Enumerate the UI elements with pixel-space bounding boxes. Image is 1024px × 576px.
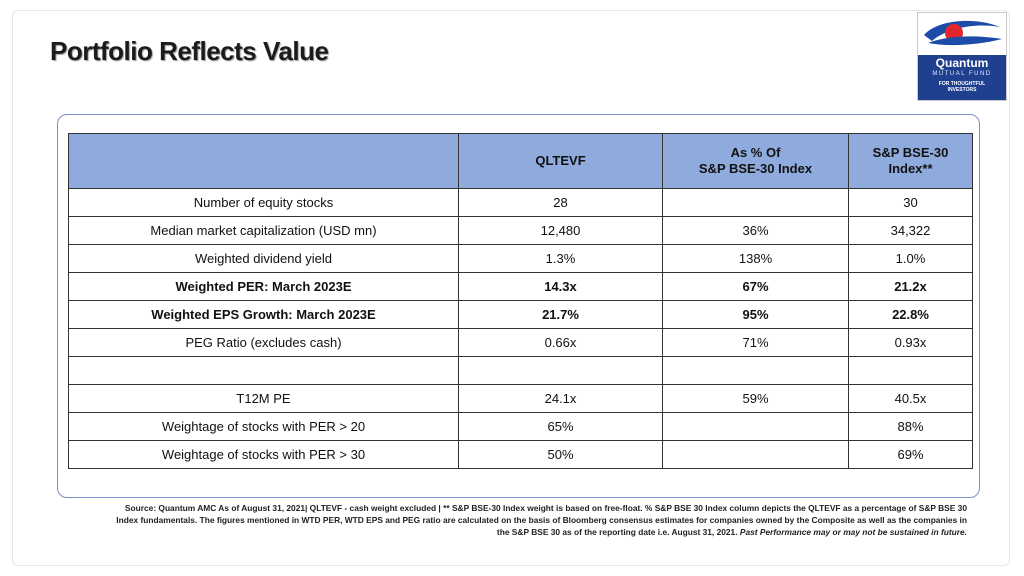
cell-qltevf: 0.66x [458,328,663,357]
table-row: PEG Ratio (excludes cash) 0.66x 71% 0.93x [68,328,973,357]
table-row: T12M PE 24.1x 59% 40.5x [68,384,973,413]
quantum-logo: Quantum MUTUAL FUND FOR THOUGHTFUL INVES… [917,12,1007,101]
cell-qltevf: 50% [458,440,663,469]
cell-index: 1.0% [848,244,973,273]
cell-pct-index: 36% [662,216,849,245]
cell-qltevf: 1.3% [458,244,663,273]
cell-index: 88% [848,412,973,441]
table-row: Median market capitalization (USD mn) 12,… [68,216,973,245]
cell-pct-index: 67% [662,272,849,301]
cell-index [848,356,973,385]
cell-qltevf: 12,480 [458,216,663,245]
header-qltevf: QLTEVF [458,133,663,189]
logo-tagline-line2: INVESTORS [947,87,977,93]
row-label: Number of equity stocks [68,188,459,217]
table-row: Weighted EPS Growth: March 2023E 21.7% 95%… [68,300,973,329]
logo-swoosh-icon [924,20,1002,46]
cell-qltevf: 28 [458,188,663,217]
cell-index: 21.2x [848,272,973,301]
cell-index: 30 [848,188,973,217]
logo-subtitle: MUTUAL FUND [932,71,992,77]
table-row: Number of equity stocks 28 30 [68,188,973,217]
cell-index: 34,322 [848,216,973,245]
cell-pct-index: 95% [662,300,849,329]
cell-index: 40.5x [848,384,973,413]
footnote-text: Source: Quantum AMC As of August 31, 202… [116,503,967,537]
table-row [68,356,973,385]
cell-index: 69% [848,440,973,469]
cell-qltevf: 24.1x [458,384,663,413]
portfolio-table: QLTEVF As % Of S&P BSE-30 Index S&P BSE-… [68,133,973,469]
slide-title: Portfolio Reflects Value [50,36,329,66]
table-row: Weighted PER: March 2023E 14.3x 67% 21.2x [68,272,973,301]
row-label: Weightage of stocks with PER > 20 [68,412,459,441]
cell-pct-index [662,188,849,217]
cell-index: 0.93x [848,328,973,357]
cell-qltevf: 14.3x [458,272,663,301]
source-footnote: Source: Quantum AMC As of August 31, 202… [110,502,967,538]
table-header-row: QLTEVF As % Of S&P BSE-30 Index S&P BSE-… [68,133,973,189]
cell-qltevf: 65% [458,412,663,441]
row-label [68,356,459,385]
cell-pct-index: 71% [662,328,849,357]
row-label: Weighted EPS Growth: March 2023E [68,300,459,329]
logo-tagline-line1: FOR THOUGHTFUL [938,81,986,87]
row-label: PEG Ratio (excludes cash) [68,328,459,357]
cell-qltevf [458,356,663,385]
slide-frame [12,10,1010,566]
cell-pct-index [662,440,849,469]
row-label: T12M PE [68,384,459,413]
cell-pct-index [662,412,849,441]
row-label: Weightage of stocks with PER > 30 [68,440,459,469]
row-label: Median market capitalization (USD mn) [68,216,459,245]
cell-qltevf: 21.7% [458,300,663,329]
logo-brand: Quantum [935,56,989,70]
row-label: Weighted PER: March 2023E [68,272,459,301]
table-row: Weightage of stocks with PER > 30 50% 69% [68,440,973,469]
header-metric [68,133,459,189]
header-pct-index: As % Of S&P BSE-30 Index [662,133,849,189]
cell-pct-index: 59% [662,384,849,413]
logo-tagline: FOR THOUGHTFUL INVESTORS [918,81,1006,93]
table-row: Weighted dividend yield 1.3% 138% 1.0% [68,244,973,273]
row-label: Weighted dividend yield [68,244,459,273]
logo-emblem [918,13,1006,55]
cell-pct-index: 138% [662,244,849,273]
cell-pct-index [662,356,849,385]
header-index: S&P BSE-30 Index** [848,133,973,189]
table-row: Weightage of stocks with PER > 20 65% 88% [68,412,973,441]
cell-index: 22.8% [848,300,973,329]
footnote-disclaimer: Past Performance may or may not be susta… [739,527,967,537]
